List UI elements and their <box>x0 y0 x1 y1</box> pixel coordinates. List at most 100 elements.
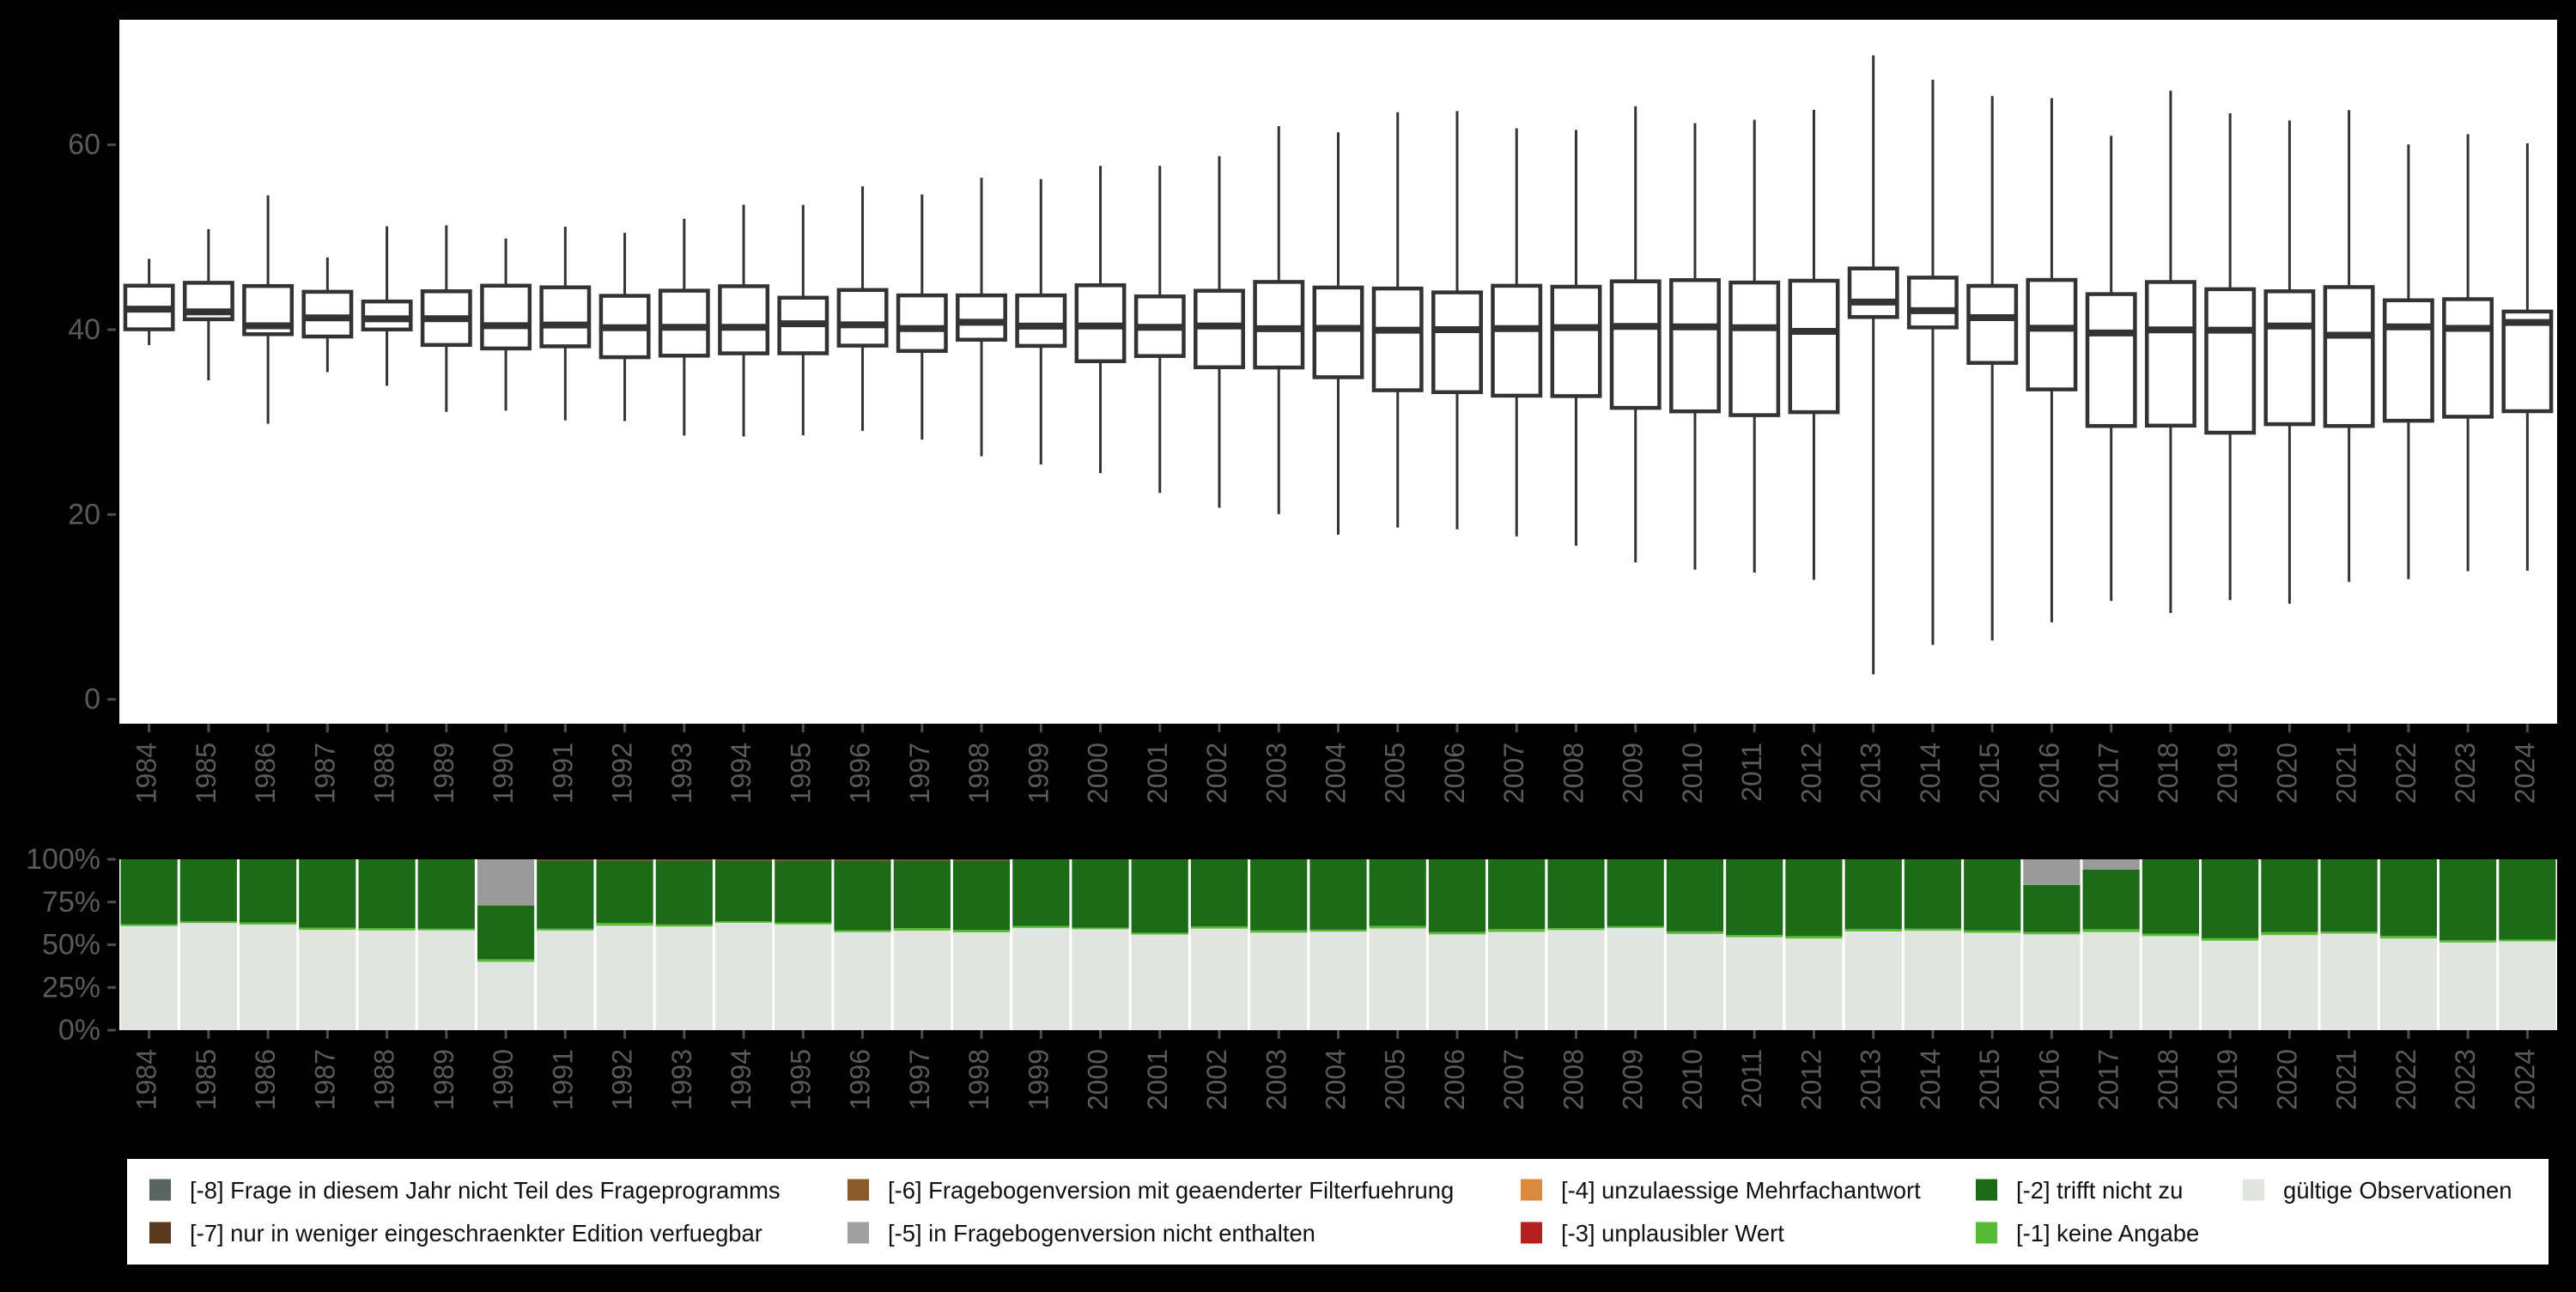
svg-text:2020: 2020 <box>2271 1049 2302 1110</box>
svg-text:1998: 1998 <box>963 1049 994 1110</box>
svg-text:2000: 2000 <box>1083 1049 1114 1110</box>
svg-text:1991: 1991 <box>547 1049 578 1110</box>
svg-text:2015: 2015 <box>1974 743 2005 804</box>
svg-text:1996: 1996 <box>845 1049 876 1110</box>
svg-text:2017: 2017 <box>2093 1049 2124 1110</box>
svg-text:2007: 2007 <box>1498 743 1529 804</box>
svg-text:2006: 2006 <box>1439 743 1470 804</box>
svg-text:2018: 2018 <box>2153 743 2184 804</box>
svg-text:1987: 1987 <box>309 743 340 804</box>
svg-text:2008: 2008 <box>1558 743 1589 804</box>
svg-text:[-5] in Fragebogenversion nich: [-5] in Fragebogenversion nicht enthalte… <box>888 1220 1315 1247</box>
svg-text:gültige Observationen: gültige Observationen <box>2283 1177 2512 1204</box>
svg-text:2024: 2024 <box>2509 1049 2540 1110</box>
svg-text:1998: 1998 <box>963 743 994 804</box>
svg-text:2021: 2021 <box>2331 1049 2362 1110</box>
svg-text:2015: 2015 <box>1974 1049 2005 1110</box>
svg-text:[-1] keine Angabe: [-1] keine Angabe <box>2016 1220 2199 1247</box>
svg-text:1990: 1990 <box>488 743 519 804</box>
svg-text:[-8] Frage in diesem Jahr nich: [-8] Frage in diesem Jahr nicht Teil des… <box>190 1177 781 1204</box>
svg-text:1990: 1990 <box>488 1049 519 1110</box>
svg-text:2011: 2011 <box>1736 1049 1767 1108</box>
svg-text:75%: 75% <box>42 886 100 919</box>
svg-text:2012: 2012 <box>1795 743 1826 804</box>
svg-text:20: 20 <box>68 498 100 531</box>
svg-text:2002: 2002 <box>1201 1049 1232 1110</box>
svg-text:1997: 1997 <box>904 743 935 804</box>
svg-text:2007: 2007 <box>1498 1049 1529 1110</box>
svg-text:2018: 2018 <box>2153 1049 2184 1110</box>
svg-text:1986: 1986 <box>250 743 281 804</box>
svg-text:2014: 2014 <box>1915 1049 1946 1110</box>
svg-text:2013: 2013 <box>1856 1049 1886 1110</box>
svg-text:2001: 2001 <box>1142 1049 1173 1110</box>
svg-text:2011: 2011 <box>1736 743 1767 802</box>
svg-text:2023: 2023 <box>2450 743 2481 804</box>
svg-text:2003: 2003 <box>1261 743 1291 804</box>
svg-text:1984: 1984 <box>131 1049 162 1110</box>
svg-text:1993: 1993 <box>666 1049 697 1110</box>
svg-text:2004: 2004 <box>1321 1049 1352 1110</box>
svg-text:2002: 2002 <box>1201 743 1232 804</box>
svg-text:2022: 2022 <box>2391 743 2421 804</box>
svg-text:50%: 50% <box>42 929 100 961</box>
svg-text:2024: 2024 <box>2509 743 2540 804</box>
svg-text:2009: 2009 <box>1618 1049 1649 1110</box>
svg-text:2008: 2008 <box>1558 1049 1589 1110</box>
svg-text:1994: 1994 <box>726 1049 756 1110</box>
svg-text:2006: 2006 <box>1439 1049 1470 1110</box>
svg-text:100%: 100% <box>26 843 100 876</box>
svg-text:1991: 1991 <box>547 743 578 804</box>
svg-text:2019: 2019 <box>2212 1049 2243 1110</box>
svg-text:[-2] trifft nicht zu: [-2] trifft nicht zu <box>2016 1177 2183 1204</box>
svg-text:1999: 1999 <box>1023 1049 1054 1110</box>
svg-text:2009: 2009 <box>1618 743 1649 804</box>
svg-text:1988: 1988 <box>369 1049 400 1110</box>
svg-text:2016: 2016 <box>2033 743 2064 804</box>
svg-text:1987: 1987 <box>309 1049 340 1110</box>
svg-text:1988: 1988 <box>369 743 400 804</box>
svg-text:0%: 0% <box>58 1014 100 1046</box>
svg-text:2022: 2022 <box>2391 1049 2421 1110</box>
svg-text:1989: 1989 <box>428 1049 459 1110</box>
svg-text:1995: 1995 <box>785 1049 816 1110</box>
svg-text:1993: 1993 <box>666 743 697 804</box>
svg-text:2016: 2016 <box>2033 1049 2064 1110</box>
svg-text:2017: 2017 <box>2093 743 2124 804</box>
svg-text:[-7] nur in weniger eingeschra: [-7] nur in weniger eingeschraenkter Edi… <box>190 1220 762 1247</box>
svg-text:2013: 2013 <box>1856 743 1886 804</box>
svg-text:0: 0 <box>84 683 100 716</box>
svg-text:2010: 2010 <box>1677 1049 1708 1110</box>
svg-text:1997: 1997 <box>904 1049 935 1110</box>
svg-text:2019: 2019 <box>2212 743 2243 804</box>
svg-text:2005: 2005 <box>1380 743 1411 804</box>
svg-text:2004: 2004 <box>1321 743 1352 804</box>
svg-text:1985: 1985 <box>191 743 222 804</box>
svg-text:2000: 2000 <box>1083 743 1114 804</box>
svg-text:1999: 1999 <box>1023 743 1054 804</box>
svg-text:[-3] unplausibler Wert: [-3] unplausibler Wert <box>1561 1220 1784 1247</box>
svg-text:1984: 1984 <box>131 743 162 804</box>
svg-text:1986: 1986 <box>250 1049 281 1110</box>
svg-text:40: 40 <box>68 313 100 346</box>
svg-text:25%: 25% <box>42 971 100 1004</box>
svg-text:2005: 2005 <box>1380 1049 1411 1110</box>
svg-text:2012: 2012 <box>1795 1049 1826 1110</box>
svg-text:[-4] unzulaessige Mehrfachantw: [-4] unzulaessige Mehrfachantwort <box>1561 1177 1921 1204</box>
svg-text:1992: 1992 <box>607 1049 638 1110</box>
svg-text:1995: 1995 <box>785 743 816 804</box>
svg-text:2003: 2003 <box>1261 1049 1291 1110</box>
svg-text:1996: 1996 <box>845 743 876 804</box>
svg-text:2001: 2001 <box>1142 743 1173 804</box>
svg-text:2014: 2014 <box>1915 743 1946 804</box>
svg-text:1994: 1994 <box>726 743 756 804</box>
svg-text:2010: 2010 <box>1677 743 1708 804</box>
svg-text:2023: 2023 <box>2450 1049 2481 1110</box>
svg-text:2020: 2020 <box>2271 743 2302 804</box>
svg-text:60: 60 <box>68 129 100 161</box>
svg-text:1992: 1992 <box>607 743 638 804</box>
svg-text:2021: 2021 <box>2331 743 2362 804</box>
svg-text:1985: 1985 <box>191 1049 222 1110</box>
svg-text:1989: 1989 <box>428 743 459 804</box>
svg-text:[-6] Fragebogenversion mit gea: [-6] Fragebogenversion mit geaenderter F… <box>888 1177 1454 1204</box>
